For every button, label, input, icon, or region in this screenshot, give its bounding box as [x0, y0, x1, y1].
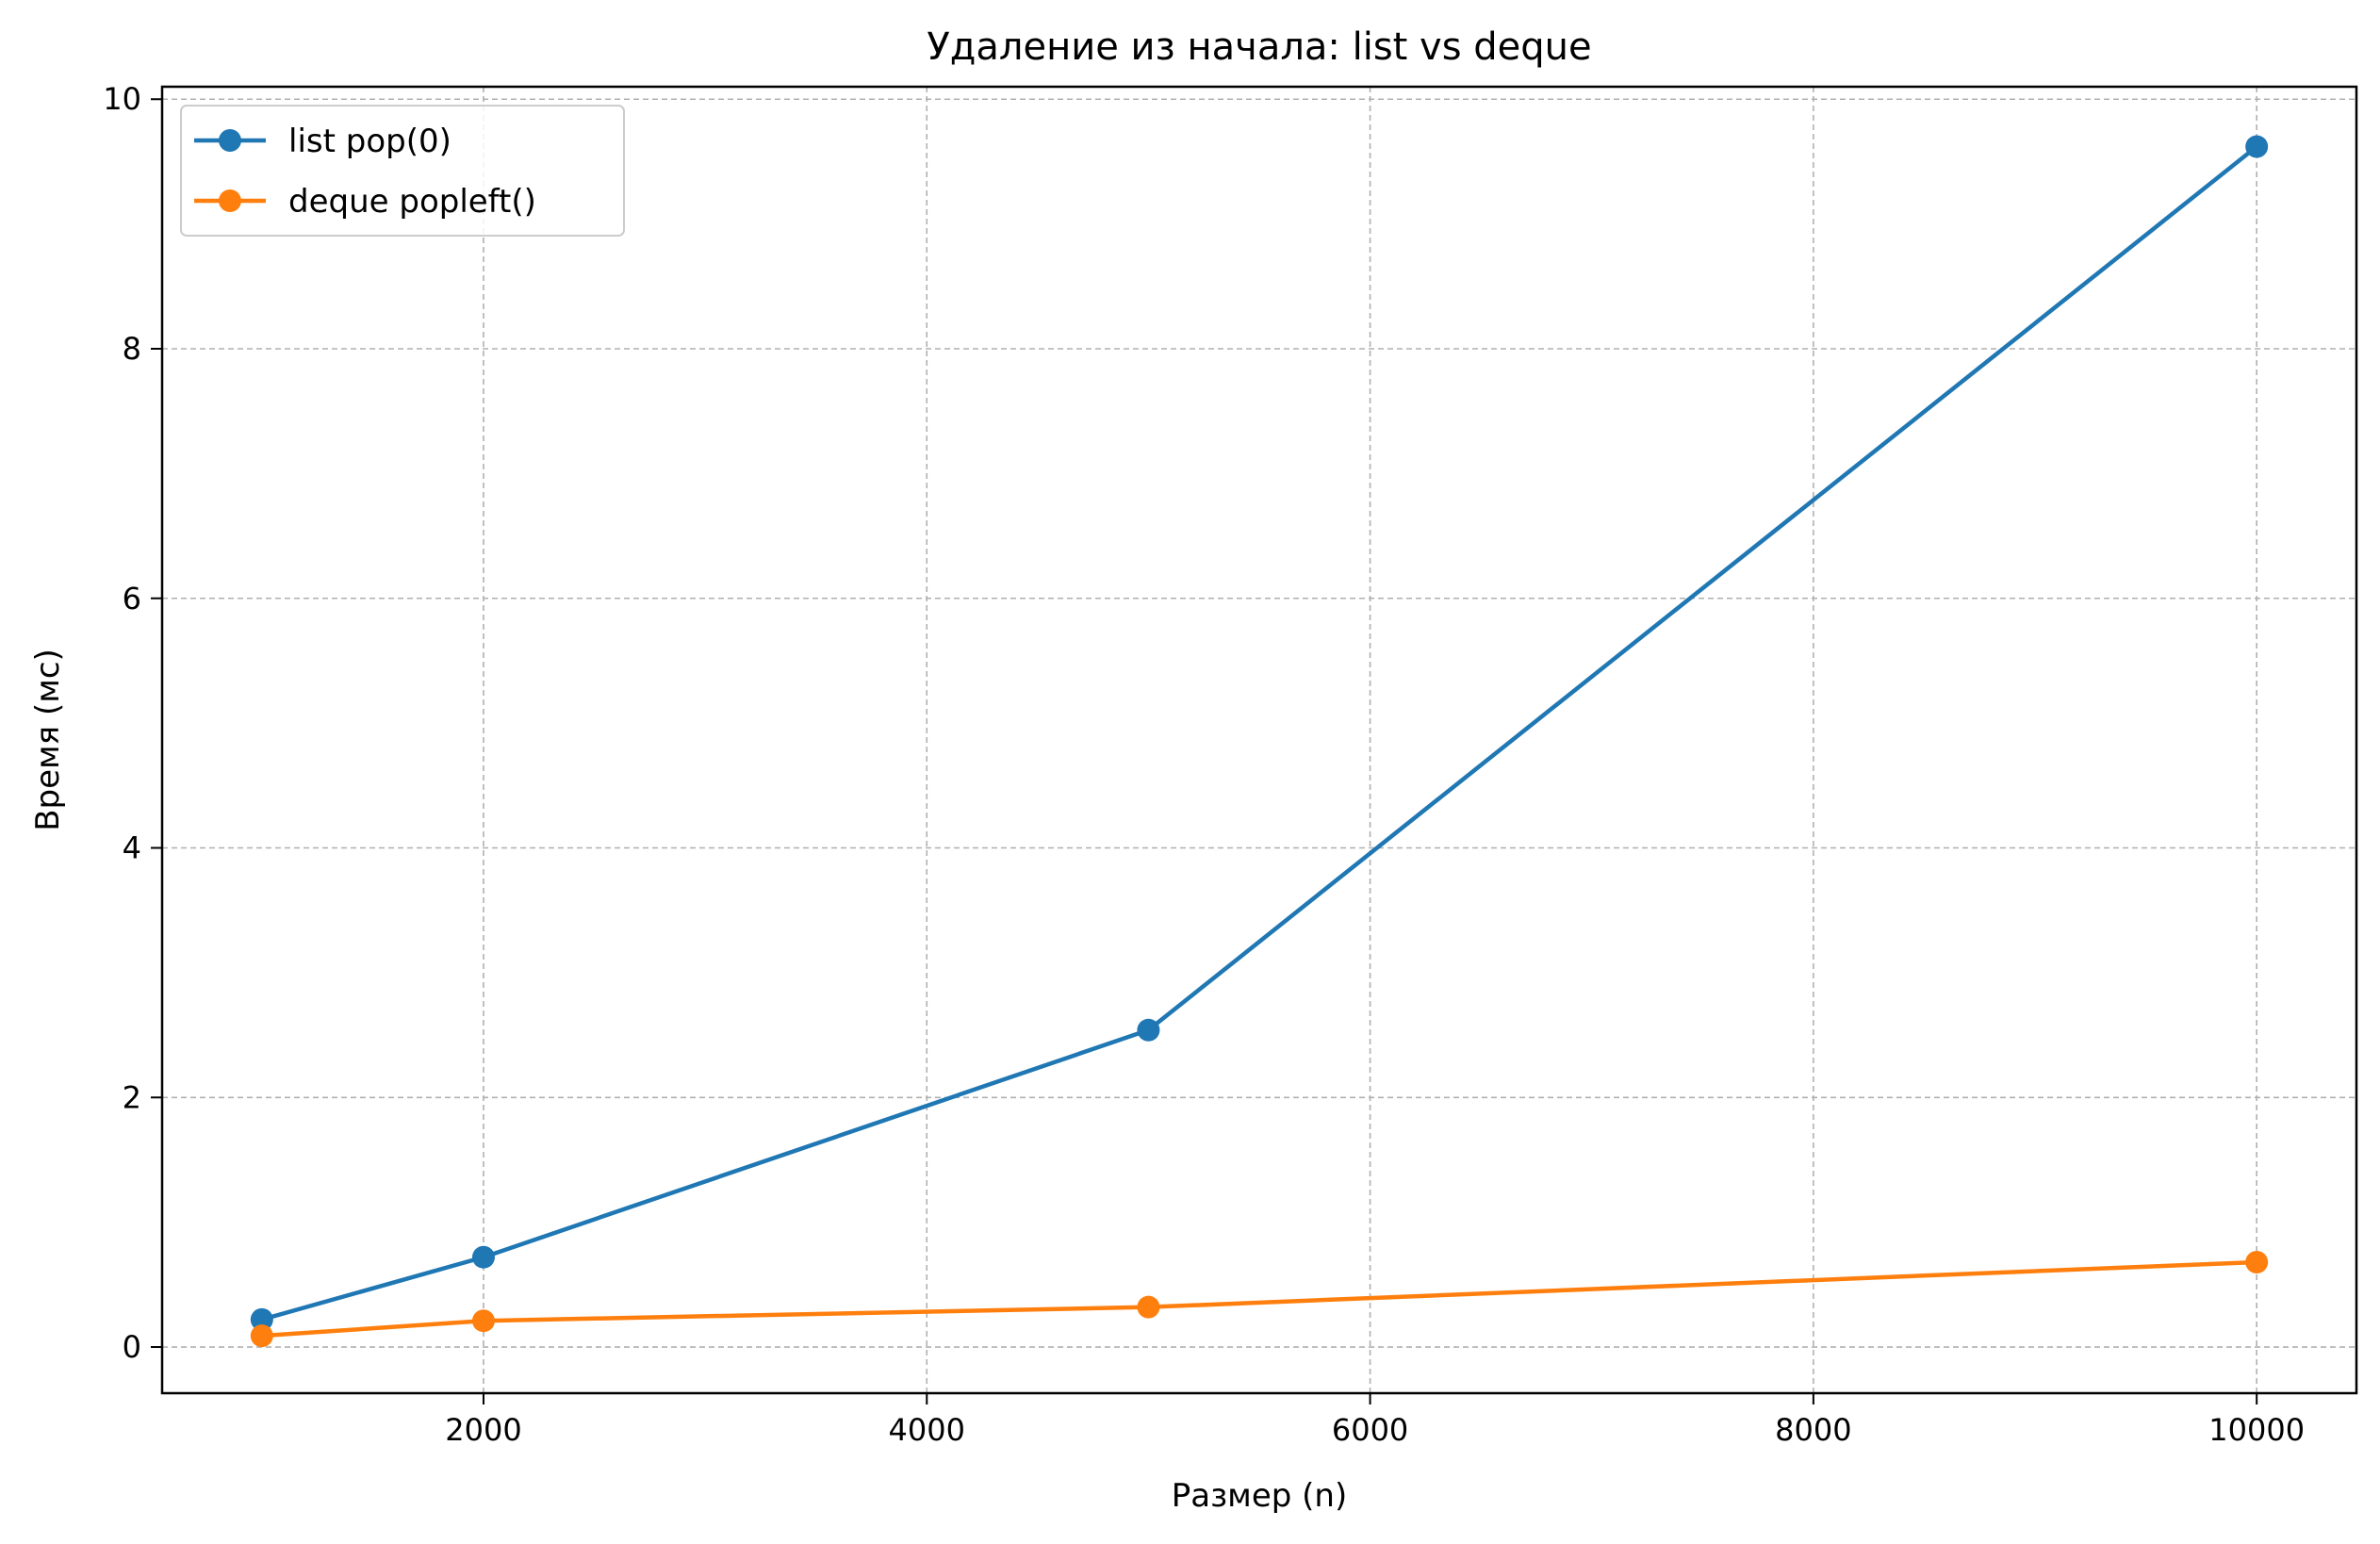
y-axis-label: Время (мс) [29, 649, 67, 831]
series-0-point [1137, 1018, 1160, 1042]
y-tick-label: 6 [123, 581, 141, 616]
legend-swatch-marker [219, 189, 241, 212]
legend-swatch-marker [219, 129, 241, 152]
x-tick-label: 6000 [1332, 1412, 1408, 1448]
series-line-1 [261, 1259, 2257, 1339]
series-1-point [2245, 1251, 2269, 1274]
legend-label: list pop(0) [288, 123, 451, 160]
series-1-point [471, 1309, 495, 1333]
x-axis-label: Размер (n) [1172, 1477, 1347, 1515]
chart-title: Удаление из начала: list vs deque [927, 25, 1591, 69]
x-tick-label: 4000 [889, 1412, 965, 1448]
x-tick-label: 2000 [445, 1412, 521, 1448]
plot-frame [160, 85, 2358, 1395]
legend-box [180, 105, 625, 237]
x-tick-label: 8000 [1775, 1412, 1851, 1448]
ticks: 2000 4000 6000 8000 10000 0 2 4 6 8 10 [103, 81, 2305, 1448]
x-tick-label: 10000 [2208, 1412, 2305, 1448]
series-1-point [1137, 1295, 1160, 1319]
y-tick-label: 0 [123, 1329, 141, 1365]
legend-label: deque popleft() [288, 183, 536, 221]
series-layer [250, 135, 2269, 1348]
legend: list pop(0) deque popleft() [180, 105, 625, 237]
y-tick-label: 4 [123, 830, 141, 866]
grid [162, 87, 2356, 1393]
y-tick-label: 10 [103, 81, 141, 117]
series-1-point [250, 1324, 273, 1348]
y-tick-label: 2 [123, 1079, 141, 1115]
series-0-point [250, 1307, 273, 1331]
series-0-point [471, 1245, 495, 1269]
series-0-point [2245, 135, 2269, 158]
y-tick-label: 8 [123, 331, 141, 367]
series-line-0 [261, 144, 2258, 1322]
